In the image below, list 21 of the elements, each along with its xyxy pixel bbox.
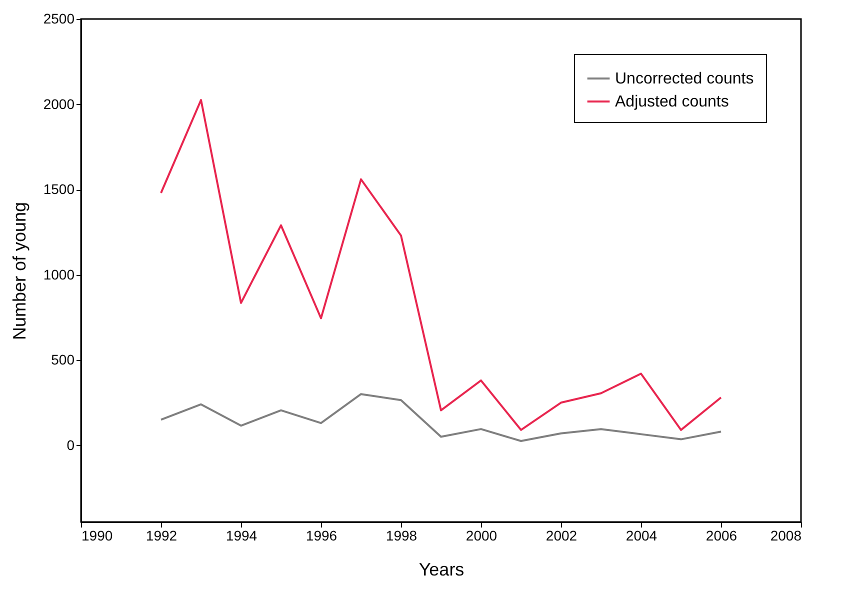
x-tick-label: 1992 (146, 528, 178, 544)
x-tick-label: 1996 (306, 528, 338, 544)
x-tick-label: 2000 (466, 528, 498, 544)
x-tick-label: 2002 (546, 528, 578, 544)
x-tick-label: 1994 (226, 528, 258, 544)
x-tick-label: 2006 (706, 528, 738, 544)
y-tick-label: 1500 (43, 181, 75, 198)
legend-label: Adjusted counts (615, 94, 729, 110)
y-tick-label: 2500 (43, 10, 75, 26)
x-tick-label: 2008 (770, 528, 802, 544)
y-tick-label: 1000 (43, 266, 75, 282)
x-tick-label: 1998 (386, 528, 418, 544)
legend-label: Uncorrected counts (615, 70, 754, 88)
y-tick-label: 0 (66, 436, 75, 453)
y-axis-title: Number of young (9, 202, 30, 340)
line-series (160, 393, 722, 442)
x-axis-title: Years (418, 560, 464, 580)
y-tick-label: 500 (51, 352, 75, 368)
x-tick-label: 1990 (82, 528, 113, 544)
y-tick-label: 2000 (43, 96, 75, 112)
x-tick-label: 2004 (626, 528, 658, 544)
